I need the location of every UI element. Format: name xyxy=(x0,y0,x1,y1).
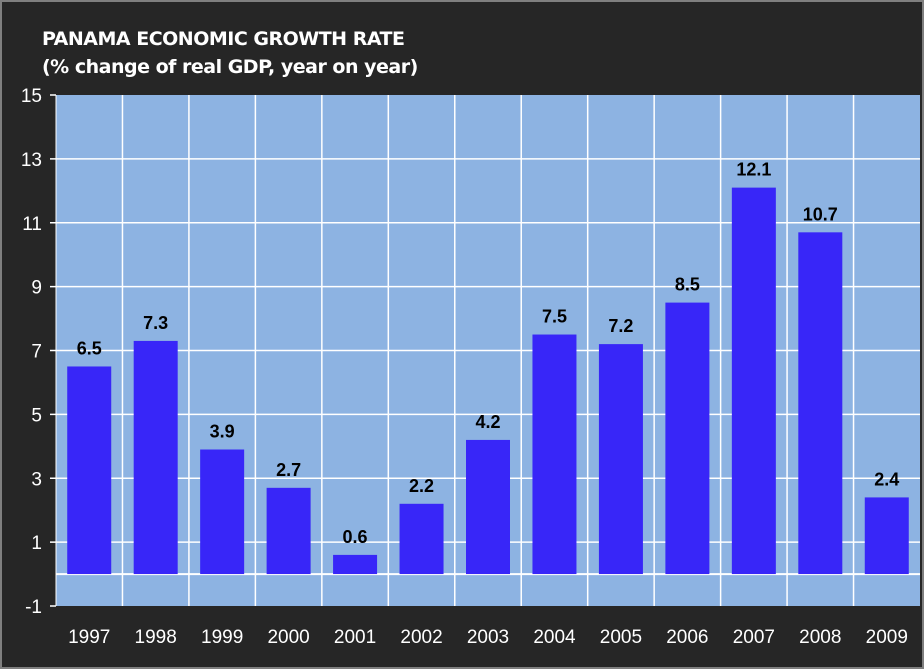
x-tick-label: 2004 xyxy=(533,627,576,648)
x-tick-label: 2008 xyxy=(799,627,841,648)
x-tick-label: 2000 xyxy=(267,627,309,648)
y-tick-label: -1 xyxy=(25,597,42,618)
data-label: 0.6 xyxy=(343,527,368,547)
x-tick-label: 1997 xyxy=(68,627,110,648)
x-tick-label: 1999 xyxy=(201,627,243,648)
bar-2009 xyxy=(864,497,909,575)
bar-2006 xyxy=(665,302,710,575)
x-tick-label: 2007 xyxy=(733,627,775,648)
bar-2001 xyxy=(333,554,378,575)
bar-1998 xyxy=(133,340,178,575)
bar-2007 xyxy=(731,187,776,575)
data-label: 2.2 xyxy=(409,476,434,496)
bar-2005 xyxy=(598,344,643,575)
y-tick-label: 1 xyxy=(31,533,42,554)
data-label: 3.9 xyxy=(210,422,235,442)
data-label: 7.5 xyxy=(542,307,567,327)
y-tick-label: 11 xyxy=(22,214,42,235)
chart-subtitle: (% change of real GDP, year on year) xyxy=(42,56,418,78)
chart-title: PANAMA ECONOMIC GROWTH RATE xyxy=(42,28,405,50)
bar-1997 xyxy=(67,366,112,575)
data-label: 2.4 xyxy=(874,469,899,489)
bar-2008 xyxy=(798,232,843,575)
x-tick-label: 2009 xyxy=(866,627,908,648)
y-tick-label: 3 xyxy=(31,469,42,490)
bar-2003 xyxy=(466,439,510,575)
x-tick-label: 2006 xyxy=(666,627,708,648)
x-tick-label: 2001 xyxy=(334,627,376,648)
bar-2002 xyxy=(399,503,444,575)
data-label: 7.3 xyxy=(143,313,168,333)
x-tick-label: 1998 xyxy=(135,627,177,648)
y-tick-label: 5 xyxy=(31,405,42,426)
bar-2004 xyxy=(532,334,577,575)
bar-2000 xyxy=(266,487,311,575)
x-tick-label: 2003 xyxy=(467,627,509,648)
x-tick-label: 2005 xyxy=(600,627,642,648)
data-label: 6.5 xyxy=(77,338,102,358)
y-tick-label: 15 xyxy=(21,86,42,107)
y-tick-label: 13 xyxy=(21,150,42,171)
x-tick-label: 2002 xyxy=(400,627,442,648)
bar-1999 xyxy=(200,449,245,575)
data-label: 7.2 xyxy=(608,316,633,336)
data-label: 4.2 xyxy=(475,412,500,432)
data-label: 12.1 xyxy=(736,160,771,180)
data-label: 10.7 xyxy=(803,204,838,224)
data-label: 2.7 xyxy=(276,460,301,480)
y-tick-label: 7 xyxy=(31,342,42,363)
y-tick-label: 9 xyxy=(31,278,42,299)
data-label: 8.5 xyxy=(675,275,700,295)
